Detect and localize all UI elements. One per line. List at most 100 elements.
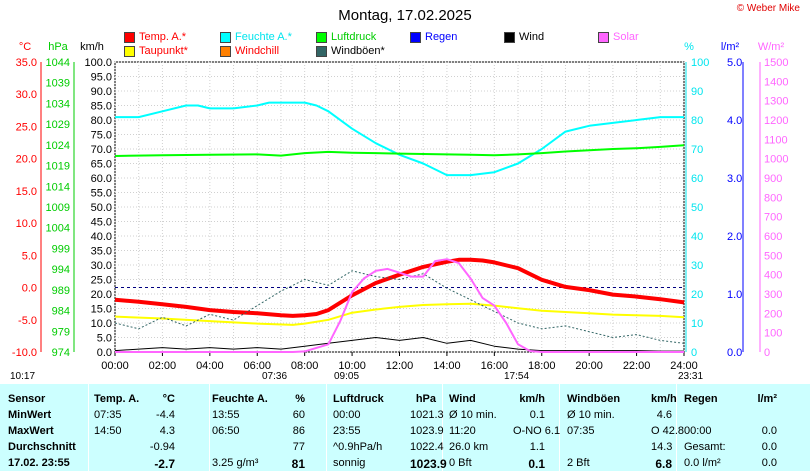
- humidity-axis-label: %: [684, 41, 694, 53]
- legend-label: Solar: [613, 31, 639, 43]
- pressure-tick-label: 1034: [46, 98, 70, 110]
- legend-swatch: [220, 45, 231, 57]
- wind-tick-label: 100.0: [84, 57, 112, 69]
- series-line: [115, 101, 684, 177]
- chart-title: Montag, 17.02.2025: [338, 7, 472, 24]
- rain-tick-label: 1.0: [727, 289, 742, 301]
- humidity-tick-label: 50: [691, 202, 703, 214]
- wind-tick-label: 25.0: [91, 275, 112, 287]
- table-header-cell: %: [295, 393, 305, 405]
- table-cell: -4.4: [156, 409, 175, 421]
- table-header-cell: Windböen: [567, 393, 621, 405]
- table-cell: sonnig: [333, 457, 366, 469]
- solar-tick-label: 1200: [764, 115, 788, 127]
- legend-item: Regen: [410, 31, 457, 43]
- legend-label: Taupunkt*: [139, 45, 188, 57]
- table-divider: [676, 384, 677, 471]
- table-divider: [442, 384, 443, 471]
- x-tick-label: 02:00: [149, 360, 177, 372]
- table-cell: 14:50: [94, 425, 122, 437]
- wind-tick-label: 5.0: [97, 333, 112, 345]
- sun-time-label: 07:36: [262, 371, 288, 382]
- pressure-tick-label: 1014: [46, 181, 70, 193]
- legend-label: Feuchte A.*: [235, 31, 292, 43]
- table-header-cell: Temp. A.: [94, 393, 140, 405]
- legend-label: Regen: [425, 31, 458, 43]
- table-divider: [88, 384, 89, 471]
- table-cell: 4.6: [656, 409, 672, 421]
- solar-tick-label: 1100: [764, 134, 788, 146]
- table-header-cell: °C: [162, 393, 175, 405]
- solar-tick-label: 600: [764, 231, 782, 243]
- wind-tick-label: 75.0: [91, 130, 112, 142]
- copyright-label[interactable]: © Weber Mike: [736, 3, 800, 14]
- solar-tick-label: 500: [764, 250, 782, 262]
- series-line: [114, 257, 685, 318]
- legend-label: Windchill: [235, 45, 280, 57]
- x-tick-label: 14:00: [433, 360, 461, 372]
- solar-tick-label: 400: [764, 270, 782, 282]
- table-cell: Gesamt:: [684, 441, 726, 453]
- wind-tick-label: 85.0: [91, 101, 112, 113]
- table-header-cell: km/h: [651, 393, 677, 405]
- table-header-cell: Luftdruck: [333, 393, 384, 405]
- table-cell: 07:35: [94, 409, 122, 421]
- legend-swatch: [124, 31, 135, 43]
- wind-tick-label: 30.0: [91, 260, 112, 272]
- table-cell: 0.0 l/m²: [684, 457, 721, 469]
- table-cell: 07:35: [567, 425, 595, 437]
- humidity-tick-label: 40: [691, 231, 703, 243]
- table-header-cell: l/m²: [757, 393, 777, 405]
- table-cell: 1022.4: [410, 441, 444, 453]
- x-tick-label: 04:00: [196, 360, 224, 372]
- solar-tick-label: 800: [764, 192, 782, 204]
- x-tick-label: 10:00: [338, 360, 366, 372]
- table-cell: O 42.8: [651, 425, 685, 437]
- solar-axis-label: W/m²: [758, 41, 785, 53]
- table-cell: 3.25 g/m³: [212, 457, 259, 469]
- solar-tick-label: 100: [764, 328, 782, 340]
- table-cell: 06:50: [212, 425, 240, 437]
- table-cell: 17.02. 23:55: [8, 457, 70, 469]
- table-cell: 2 Bft: [567, 457, 590, 469]
- table-cell: 0.0: [761, 425, 777, 437]
- legend-item: Temp. A.*: [124, 31, 186, 43]
- legend-swatch: [220, 31, 231, 43]
- wind-tick-label: 40.0: [91, 231, 112, 243]
- moon-time-label: 23:31: [678, 371, 704, 382]
- table-header-cell: km/h: [519, 393, 545, 405]
- humidity-tick-label: 30: [691, 260, 703, 272]
- table-cell: 11:20: [449, 425, 476, 437]
- rain-tick-label: 3.0: [727, 173, 742, 185]
- legend-item: Feuchte A.*: [220, 31, 292, 43]
- pressure-tick-label: 1029: [46, 119, 70, 131]
- wind-tick-label: 0.0: [97, 347, 112, 359]
- legend-label: Temp. A.*: [139, 31, 187, 43]
- wind-tick-label: 60.0: [91, 173, 112, 185]
- table-cell: MaxWert: [8, 425, 54, 437]
- table-cell: 14.3: [651, 441, 673, 453]
- table-cell: 26.0 km: [449, 441, 489, 453]
- temp-tick-label: 35.0: [16, 57, 37, 69]
- table-cell: O-NO 6.1: [513, 425, 561, 437]
- legend-swatch: [504, 31, 515, 43]
- temp-tick-label: 0.0: [22, 283, 37, 295]
- table-cell: 4.3: [159, 425, 175, 437]
- table-cell: 1021.3: [410, 409, 444, 421]
- table-cell: 1023.9: [410, 425, 444, 437]
- pressure-tick-label: 1004: [46, 223, 70, 235]
- legend-item: Windchill: [220, 45, 279, 57]
- rain-axis-label: l/m²: [721, 41, 740, 53]
- legend-swatch: [316, 45, 327, 57]
- x-tick-label: 24:00: [670, 360, 698, 372]
- legend-item: Wind: [504, 31, 544, 43]
- humidity-tick-label: 10: [691, 318, 703, 330]
- table-header-cell: hPa: [415, 393, 436, 405]
- table-cell: 13:55: [212, 409, 240, 421]
- temp-tick-label: 20.0: [16, 154, 37, 166]
- table-cell: 1.1: [529, 441, 545, 453]
- table-cell: 60: [292, 409, 305, 421]
- table-divider: [209, 384, 210, 471]
- rain-tick-label: 5.0: [727, 57, 742, 69]
- pressure-tick-label: 999: [52, 243, 70, 255]
